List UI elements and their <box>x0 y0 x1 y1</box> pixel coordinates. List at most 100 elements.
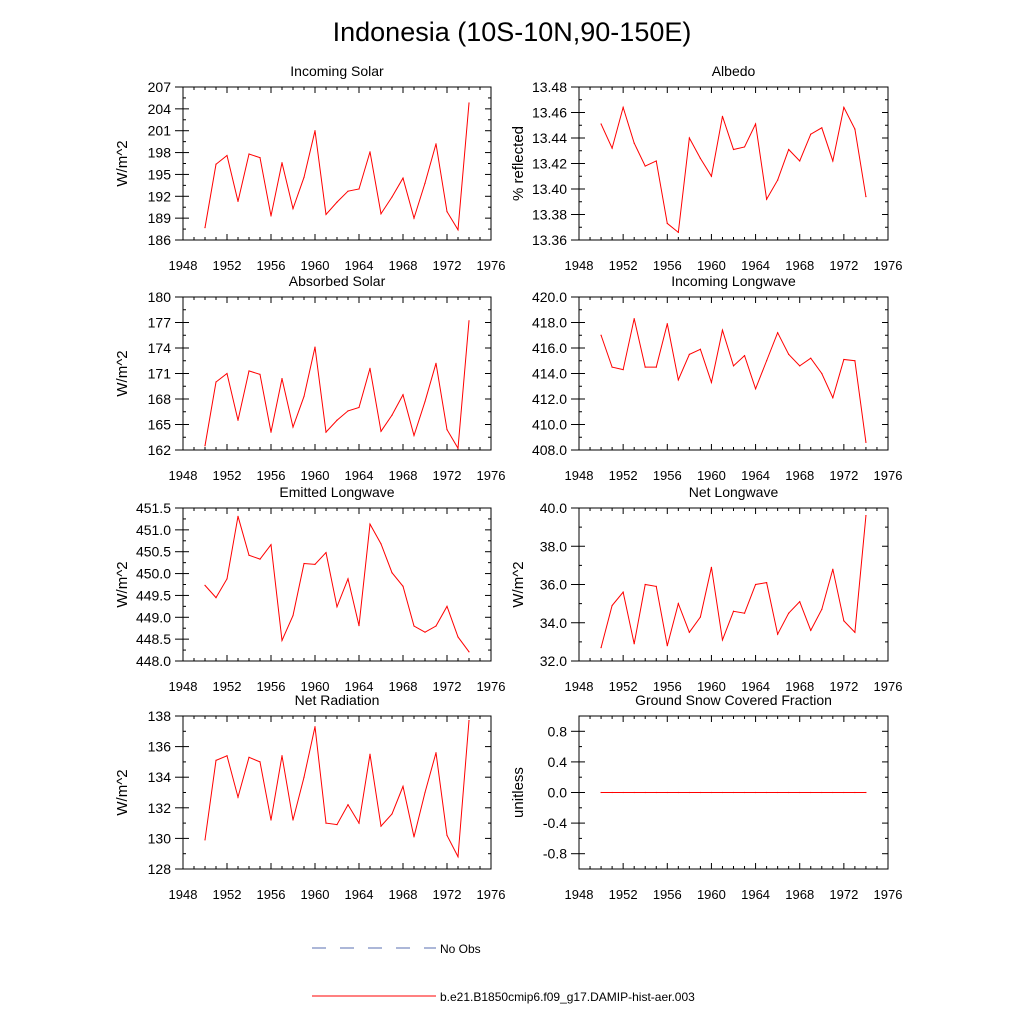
x-tick-label: 1976 <box>477 468 506 483</box>
data-point <box>699 791 701 794</box>
data-point <box>644 791 646 794</box>
y-tick-label: 449.5 <box>136 587 171 603</box>
y-tick-label: 414.0 <box>532 366 567 382</box>
data-point <box>237 200 239 202</box>
data-point <box>402 177 404 179</box>
data-point <box>325 822 327 824</box>
y-tick-label: 34.0 <box>540 615 567 631</box>
data-point <box>270 819 272 821</box>
x-tick-label: 1960 <box>301 258 330 273</box>
data-point <box>204 584 206 586</box>
plot-frame <box>578 296 889 451</box>
x-tick-label: 1972 <box>829 679 858 694</box>
data-point <box>677 603 679 605</box>
data-point <box>358 406 360 409</box>
data-point <box>292 208 294 210</box>
y-tick-label: -0.4 <box>543 815 567 831</box>
data-point <box>600 334 602 336</box>
y-tick-label: 177 <box>148 315 172 331</box>
x-tick-label: 1964 <box>741 258 770 273</box>
data-point <box>843 791 845 794</box>
x-tick-label: 1960 <box>301 468 330 483</box>
data-point <box>622 591 624 593</box>
data-point <box>721 791 724 794</box>
y-tick-label: 165 <box>148 417 172 433</box>
data-point <box>303 776 305 778</box>
x-tick-label: 1968 <box>785 468 814 483</box>
data-point <box>766 581 768 584</box>
x-tick-label: 1964 <box>741 468 770 483</box>
data-point <box>281 755 283 757</box>
y-tick-label: 32.0 <box>540 653 567 669</box>
data-point <box>380 430 382 432</box>
data-point <box>799 791 801 794</box>
y-tick-label: 13.48 <box>532 79 567 95</box>
plot-frame <box>182 507 492 662</box>
y-tick-label: 36.0 <box>540 577 567 593</box>
x-tick-label: 1956 <box>653 679 682 694</box>
data-point <box>292 426 294 428</box>
data-point <box>413 836 415 838</box>
panel-emitted-longwave: 1948 1952 1956 1960 1964 1968 1972 1976 448.0 448… <box>114 484 505 694</box>
x-tick-label: 1972 <box>829 468 858 483</box>
x-tick-label: 1972 <box>433 679 462 694</box>
data-point <box>777 179 779 181</box>
data-point <box>457 636 459 638</box>
x-tick-label: 1960 <box>697 887 726 902</box>
data-point <box>215 759 217 761</box>
x-tick-label: 1956 <box>257 468 286 483</box>
panel-title: Albedo <box>712 63 756 79</box>
data-point <box>622 791 624 794</box>
y-tick-label: 186 <box>148 232 172 248</box>
x-tick-label: 1948 <box>565 887 594 902</box>
data-point <box>281 639 283 642</box>
data-point <box>633 643 635 645</box>
data-point <box>391 414 393 416</box>
y-tick-label: 412.0 <box>532 391 567 407</box>
data-point <box>259 157 261 159</box>
data-point <box>270 544 272 546</box>
data-point <box>281 162 283 164</box>
y-tick-label: 134 <box>148 769 172 785</box>
y-tick-label: 410.0 <box>532 417 567 433</box>
x-tick-label: 1952 <box>213 468 242 483</box>
data-point <box>204 445 206 447</box>
data-point <box>799 601 801 603</box>
panel-title: Ground Snow Covered Fraction <box>635 692 832 708</box>
y-tick-label: 450.0 <box>136 566 171 582</box>
data-point <box>292 819 294 821</box>
data-point <box>611 147 613 149</box>
x-tick-label: 1964 <box>345 679 374 694</box>
data-point <box>402 585 404 587</box>
data-point <box>248 153 250 155</box>
y-tick-label: 0.0 <box>548 785 568 801</box>
x-tick-label: 1968 <box>389 679 418 694</box>
x-tick-label: 1964 <box>741 887 770 902</box>
series-line <box>600 318 867 443</box>
y-axis-label: W/m^2 <box>114 769 131 815</box>
x-tick-label: 1964 <box>345 258 374 273</box>
y-tick-label: -0.8 <box>543 846 567 862</box>
data-point <box>435 625 437 627</box>
x-tick-label: 1952 <box>609 468 638 483</box>
data-point <box>468 320 470 322</box>
data-point <box>204 227 206 229</box>
y-tick-label: 449.0 <box>136 609 171 625</box>
panel-absorbed-solar: 1948 1952 1956 1960 1964 1968 1972 1976 162 165 16… <box>114 273 505 483</box>
data-point <box>788 791 790 794</box>
data-point <box>644 583 646 586</box>
data-point <box>226 372 228 375</box>
panel-albedo: 1948 1952 1956 1960 1964 1968 1972 1976 13.36 13.… <box>510 63 902 273</box>
data-point <box>468 102 470 104</box>
data-point <box>710 381 713 384</box>
plot-frame <box>578 507 889 662</box>
x-tick-label: 1948 <box>169 468 198 483</box>
data-point <box>325 213 327 216</box>
data-point <box>710 175 713 177</box>
data-point <box>270 215 272 217</box>
y-tick-label: 0.4 <box>548 754 568 770</box>
y-tick-label: 13.42 <box>532 156 567 172</box>
data-point <box>688 791 690 794</box>
panel-title: Net Radiation <box>295 692 380 708</box>
